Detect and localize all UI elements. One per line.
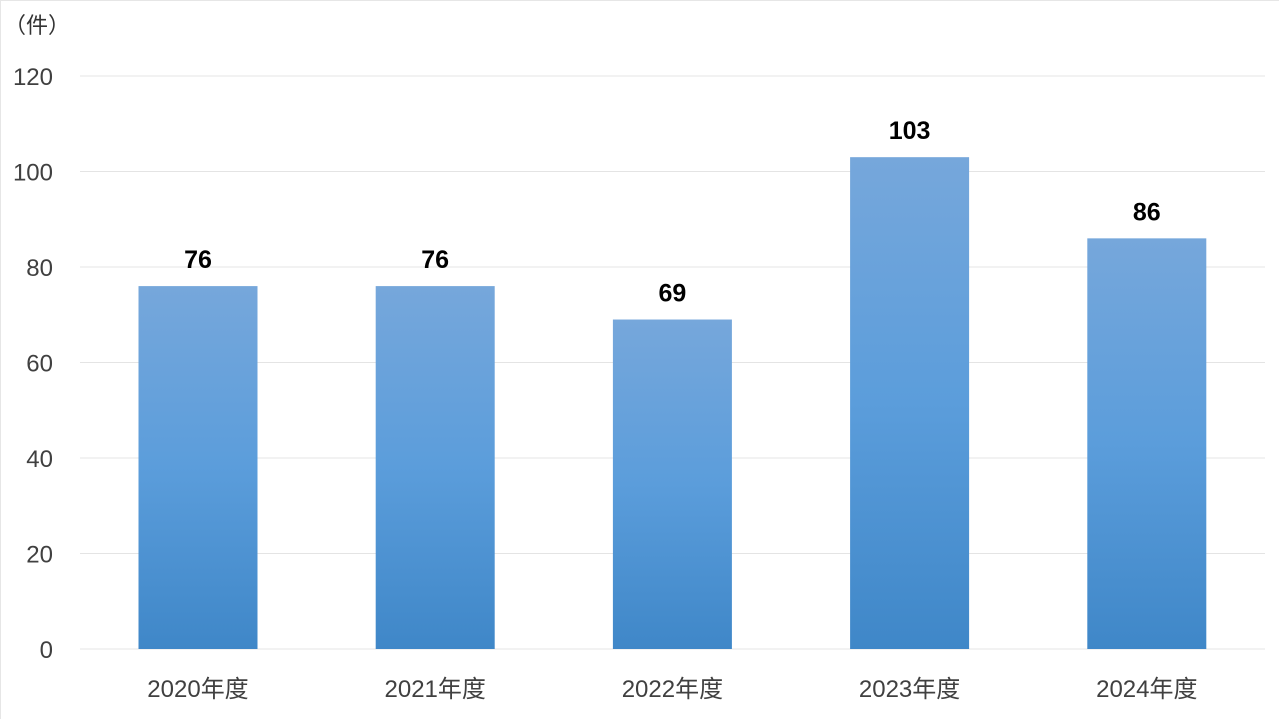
y-axis-ticks: 0 20 40 60 80 100 120	[13, 64, 53, 664]
bar	[1087, 238, 1207, 649]
data-label: 86	[1133, 198, 1161, 226]
y-tick-label: 80	[26, 255, 53, 282]
y-tick-label: 60	[26, 351, 53, 378]
y-tick-label: 100	[13, 160, 53, 187]
bar	[850, 157, 970, 650]
data-label: 103	[889, 117, 931, 145]
x-tick-label: 2024年度	[1096, 676, 1197, 703]
bar	[375, 286, 495, 649]
x-axis-ticks: 2020年度 2021年度 2022年度 2023年度 2024年度	[147, 676, 1197, 703]
y-tick-label: 20	[26, 542, 53, 569]
data-label: 76	[421, 246, 449, 274]
y-tick-label: 120	[13, 64, 53, 91]
x-tick-label: 2020年度	[147, 676, 248, 703]
y-tick-label: 0	[40, 637, 53, 664]
data-labels: 76 76 69 103 86	[184, 117, 1161, 307]
y-axis-unit-label: （件）	[4, 14, 71, 39]
data-label: 69	[658, 280, 686, 308]
bar	[138, 286, 258, 649]
y-tick-label: 40	[26, 446, 53, 473]
x-tick-label: 2023年度	[859, 676, 960, 703]
data-label: 76	[184, 246, 212, 274]
x-tick-label: 2021年度	[385, 676, 486, 703]
x-tick-label: 2022年度	[622, 676, 723, 703]
bar	[612, 319, 732, 649]
bars	[138, 157, 1207, 650]
